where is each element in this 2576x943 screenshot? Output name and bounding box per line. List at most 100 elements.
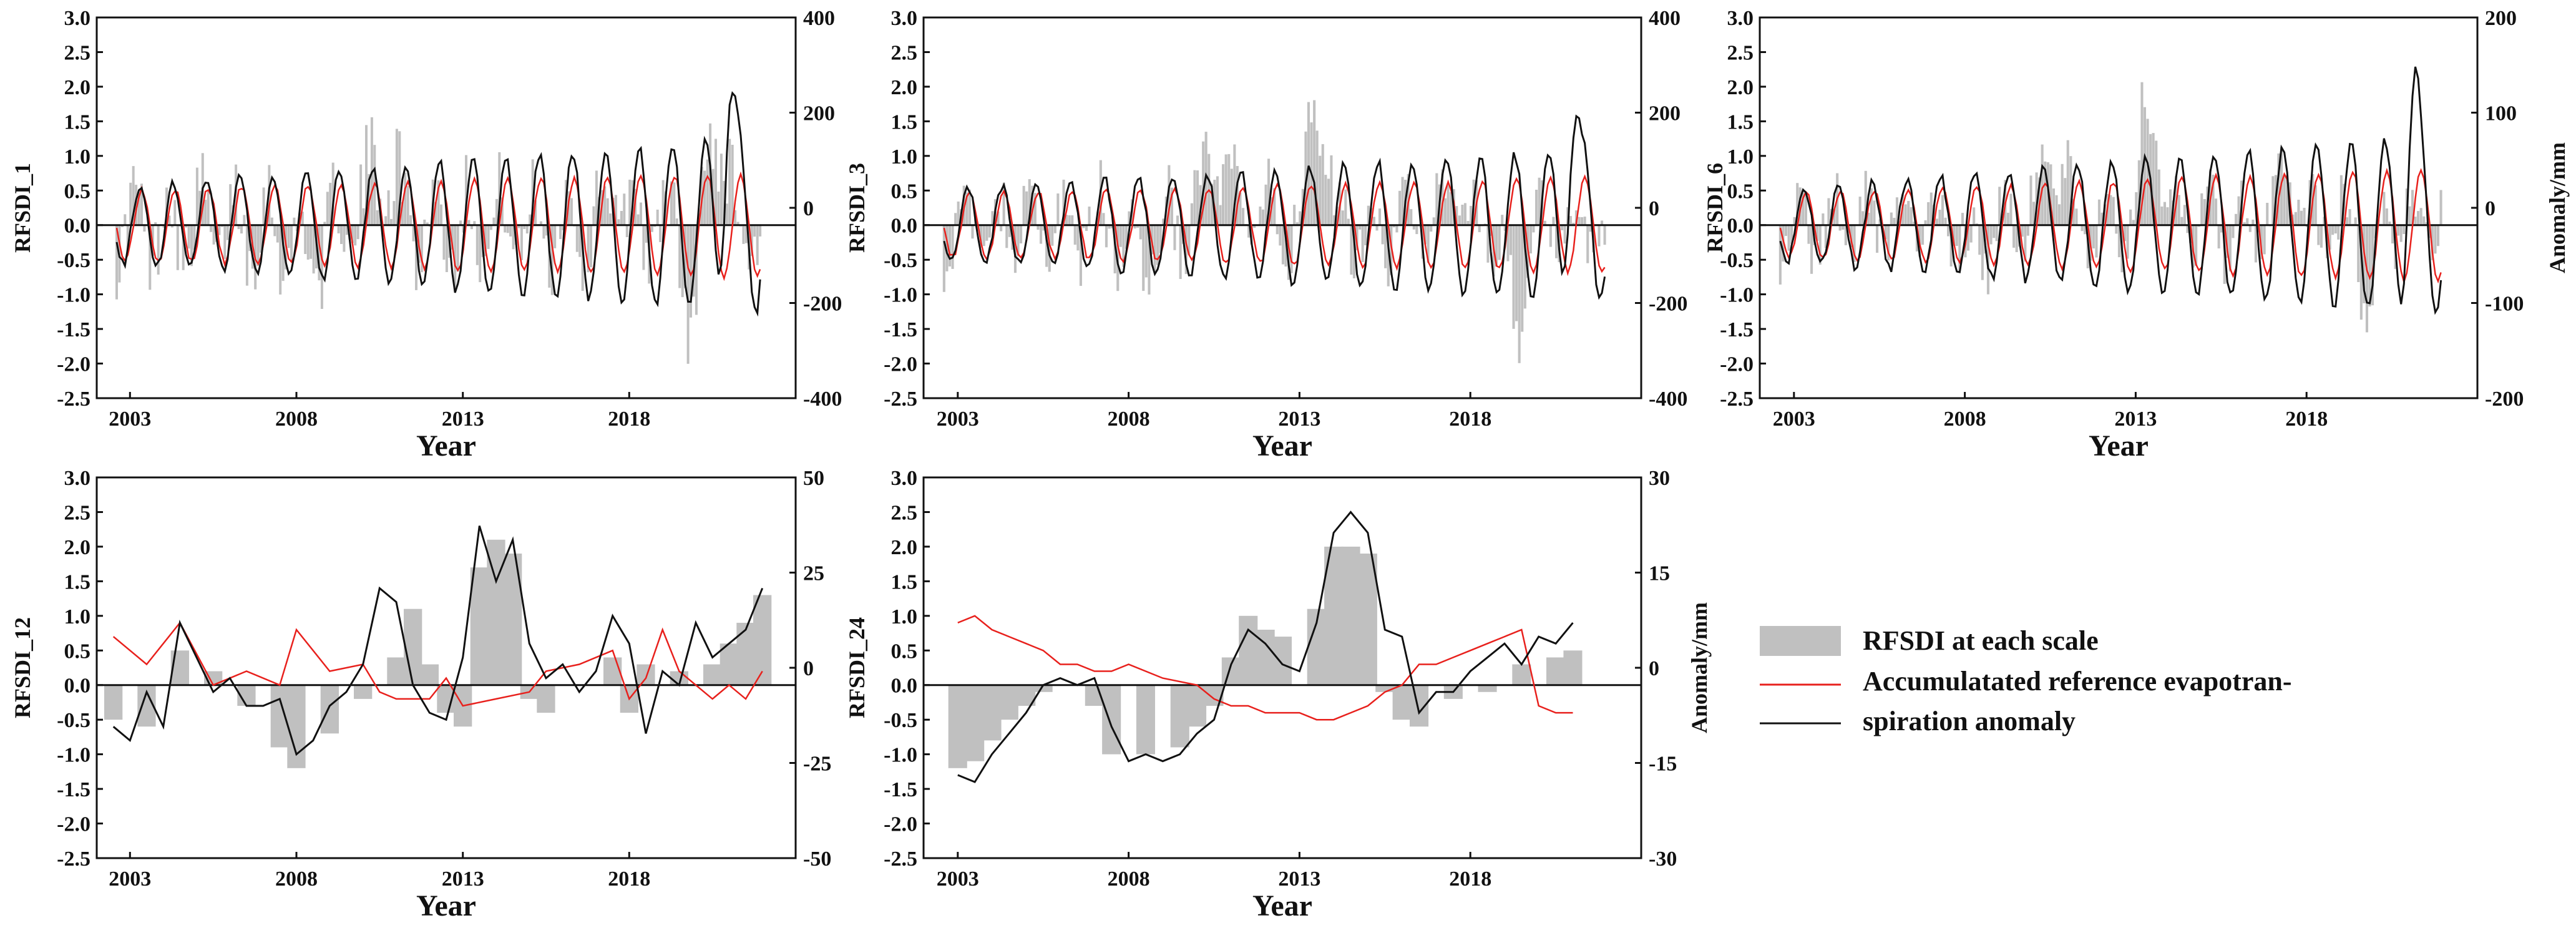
rfsdi-bar <box>1563 225 1566 244</box>
y-tick-label: 2.5 <box>1727 42 1754 65</box>
rfsdi-bar <box>1082 225 1085 228</box>
rfsdi-bar <box>1222 164 1225 225</box>
rfsdi-bar <box>2015 225 2018 252</box>
rfsdi-bar <box>1955 225 1958 247</box>
rfsdi-bar <box>1572 223 1575 225</box>
rfsdi-bar <box>1153 225 1156 274</box>
rfsdi-bar <box>2359 225 2363 320</box>
rfsdi-bar <box>2419 208 2422 225</box>
rfsdi-bar <box>310 225 313 259</box>
rfsdi-bar <box>2069 156 2072 225</box>
rfsdi-bar <box>637 214 640 225</box>
rfsdi-bar <box>559 225 562 239</box>
rfsdi-bar <box>1461 205 1464 225</box>
y-tick-label: 3.0 <box>1727 7 1754 30</box>
rfsdi-bar <box>104 685 123 720</box>
rfsdi-bar <box>132 166 135 225</box>
rfsdi-bar <box>1022 185 1025 225</box>
rfsdi-bar <box>193 225 196 250</box>
rfsdi-bar <box>1013 225 1017 273</box>
rfsdi-bar <box>736 622 755 685</box>
rfsdi-bar <box>717 192 720 225</box>
rfsdi-bar <box>609 213 612 225</box>
rfsdi-bar <box>706 159 709 225</box>
rfsdi-bar <box>2228 225 2232 272</box>
rfsdi-bar <box>1486 225 1490 263</box>
rfsdi-bar <box>1995 225 1998 242</box>
rfsdi-bar <box>736 222 739 225</box>
y-tick-label: -1.5 <box>1720 318 1754 341</box>
rfsdi-bar <box>1466 221 1470 225</box>
rfsdi-bar <box>1387 225 1390 286</box>
rfsdi-bar <box>982 685 1002 741</box>
rfsdi-bar <box>326 192 329 225</box>
rfsdi-bar <box>988 225 991 238</box>
rfsdi-bar <box>1313 100 1316 225</box>
y-tick-label: 2.5 <box>64 502 91 525</box>
y-tick-label: 0.0 <box>64 215 91 238</box>
rfsdi-bar <box>670 181 673 225</box>
rfsdi-bar <box>376 210 379 225</box>
rfsdi-bar <box>187 225 190 249</box>
y-tick-label: 3.0 <box>64 467 91 490</box>
rfsdi-bar <box>1401 177 1404 225</box>
x-tick-label: 2003 <box>937 408 979 431</box>
reference-et-anomaly-line <box>112 621 763 707</box>
y-tick-label: 0.0 <box>891 675 918 698</box>
rfsdi-bar <box>2414 217 2417 225</box>
rfsdi-bar <box>2368 225 2371 307</box>
x-tick-label: 2008 <box>1108 867 1150 891</box>
rfsdi-bar <box>1961 213 1964 225</box>
y2-tick-label: -200 <box>1649 293 1687 316</box>
rfsdi-bar <box>673 182 676 225</box>
rfsdi-bar <box>1293 205 1296 225</box>
rfsdi-bar <box>365 125 368 225</box>
rfsdi-bar <box>753 595 772 685</box>
rfsdi-bar <box>2226 225 2229 258</box>
y2-tick-label: 200 <box>803 102 835 125</box>
rfsdi-bar <box>124 214 127 225</box>
rfsdi-bar <box>318 225 321 281</box>
rfsdi-bar <box>545 225 548 236</box>
rfsdi-bar <box>1202 141 1205 225</box>
rfsdi-bar <box>2183 205 2186 225</box>
rfsdi-bar <box>1017 225 1020 257</box>
rfsdi-bar <box>1111 225 1114 228</box>
rfsdi-bar <box>1162 218 1165 225</box>
rfsdi-bar <box>620 211 623 225</box>
rfsdi-bar <box>420 664 439 685</box>
rfsdi-bar <box>1105 225 1108 248</box>
rfsdi-bar <box>1824 225 1827 248</box>
rfsdi-bar <box>412 225 415 242</box>
y-axis-label: RFSDI_3 <box>844 163 869 253</box>
y-tick-label: 0.5 <box>891 640 918 663</box>
y-tick-label: -1.5 <box>884 318 917 341</box>
rfsdi-bar <box>2431 225 2434 260</box>
x-tick-label: 2008 <box>275 867 318 891</box>
rfsdi-bar <box>168 215 171 225</box>
rfsdi-bar <box>1148 225 1151 295</box>
y2-tick-label: 200 <box>1649 102 1681 125</box>
rfsdi-bar <box>948 225 951 266</box>
rfsdi-bar <box>1279 225 1282 246</box>
y2-tick-label: 30 <box>1649 467 1670 490</box>
rfsdi-bar <box>465 155 467 225</box>
rfsdi-bar <box>1227 154 1231 225</box>
rfsdi-bar <box>537 685 555 713</box>
rfsdi-bar <box>1873 200 1876 225</box>
rfsdi-bar <box>2300 210 2303 225</box>
rfsdi-bar <box>603 186 607 225</box>
y-tick-label: 1.0 <box>64 605 91 628</box>
rfsdi-bar <box>2032 202 2036 225</box>
bars <box>104 539 772 768</box>
rfsdi-bar <box>1844 225 1847 245</box>
rfsdi-bar <box>2220 225 2223 233</box>
y-tick-label: -2.5 <box>1720 388 1754 411</box>
rfsdi-bar <box>1253 225 1256 228</box>
rfsdi-bar <box>1267 159 1271 225</box>
rfsdi-bar <box>434 202 437 225</box>
rfsdi-bar <box>2132 220 2135 225</box>
rfsdi-bar <box>2243 222 2246 225</box>
rfsdi-bar <box>1068 215 1071 225</box>
x-tick-label: 2018 <box>1449 408 1491 431</box>
